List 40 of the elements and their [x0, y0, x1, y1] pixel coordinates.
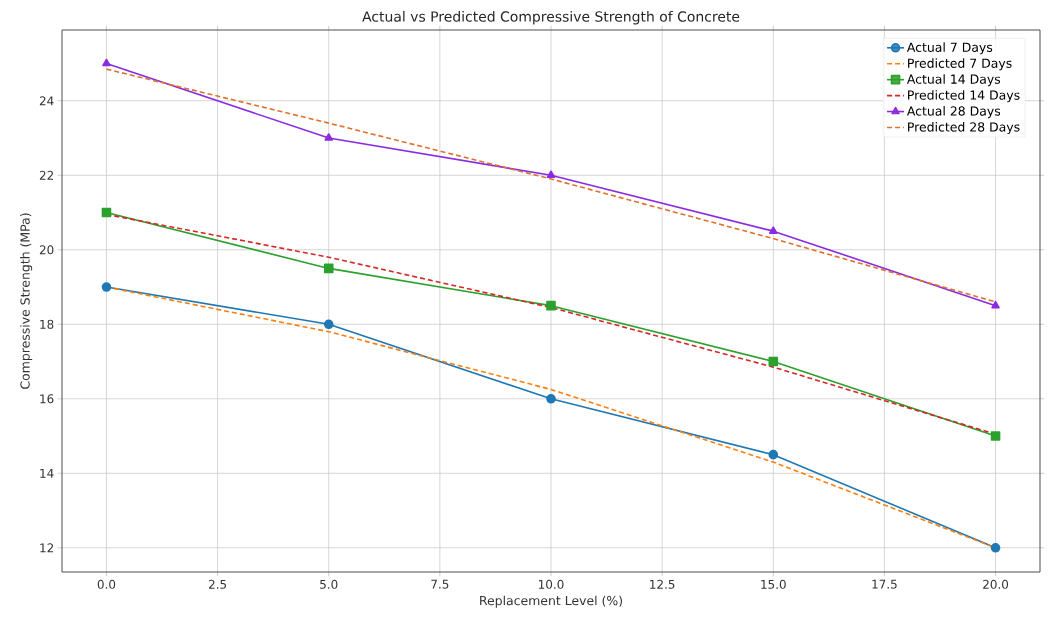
point — [323, 263, 334, 274]
point — [991, 300, 1000, 309]
point — [990, 542, 1001, 553]
point — [990, 431, 1001, 441]
point — [101, 282, 112, 292]
x-tick-label: 15.0 — [761, 579, 786, 589]
legend-label: Predicted 28 Days — [908, 122, 1020, 135]
y-tick-label: 16 — [40, 394, 54, 404]
x-tick-label: 5.0 — [320, 579, 338, 589]
legend-label: Actual 14 Days — [906, 74, 1001, 87]
legend-label: Actual 28 Days — [906, 106, 1001, 119]
legend-label: Actual 7 Days — [906, 42, 993, 55]
x-tick-label: 7.5 — [431, 579, 449, 589]
x-tick-label: 0.0 — [97, 579, 116, 589]
y-tick-label: 14 — [40, 468, 54, 478]
legend-label: Predicted 14 Days — [908, 90, 1020, 103]
chart-title: Actual vs Predicted Compressive Strength of Concrete — [362, 11, 740, 25]
x-tick-label: 2.5 — [208, 579, 227, 589]
y-tick-label: 20 — [39, 245, 54, 255]
point — [769, 226, 778, 234]
x-tick-label: 17.5 — [872, 579, 897, 589]
point — [102, 58, 111, 67]
x-tick-label: 12.5 — [650, 579, 675, 589]
x-axis-title: Replacement Level (%) — [480, 595, 622, 608]
point — [323, 319, 334, 330]
point — [546, 393, 556, 404]
y-tick-label: 12 — [40, 543, 54, 553]
point — [546, 300, 556, 311]
x-tick-label: 10.0 — [539, 579, 564, 589]
point — [768, 356, 779, 367]
point — [324, 133, 333, 141]
point — [768, 449, 779, 460]
y-tick-label: 22 — [39, 170, 54, 180]
point — [546, 170, 556, 179]
point — [101, 207, 112, 218]
x-tick-label: 20.0 — [983, 579, 1009, 589]
legend-label: Predicted 7 Days — [908, 58, 1012, 71]
y-tick-label: 24 — [39, 96, 54, 106]
y-tick-label: 18 — [40, 319, 54, 329]
y-axis-title: Compressive Strength (MPa) — [20, 213, 33, 389]
